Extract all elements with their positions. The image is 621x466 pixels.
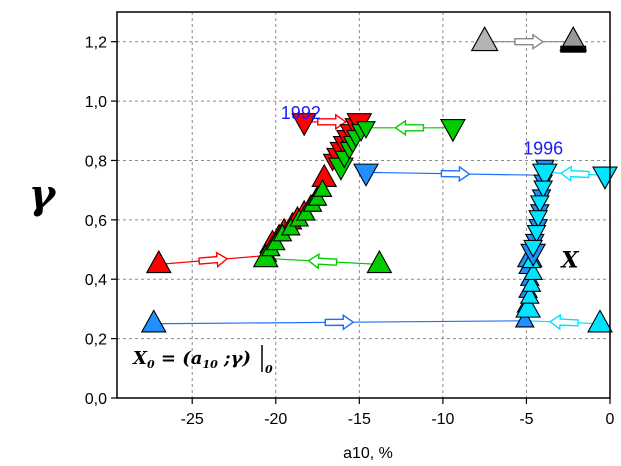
plot-frame: [116, 11, 611, 399]
y-tick-label: 0,0: [85, 391, 107, 408]
data-point: [523, 262, 544, 280]
legend-arrow: [514, 33, 545, 51]
x-axis-ticks: -25 -20 -15 -10 -5 0: [181, 398, 615, 428]
data-point: [366, 249, 393, 274]
trajectory-arrow-head: [307, 252, 338, 270]
trajectory-arrow-head: [394, 119, 425, 137]
data-point: [587, 309, 613, 333]
trajectory-arrow: [559, 165, 590, 182]
trajectory-lines: [153, 113, 606, 331]
annotation-x: X: [559, 247, 579, 273]
trajectory-arrow: [307, 252, 338, 270]
legend-end-base: [560, 45, 587, 53]
y-tick-label: 0,4: [85, 272, 107, 289]
x-tick-label: -10: [431, 411, 454, 428]
formula: X0 = (a10 ;γ) 0: [132, 345, 273, 376]
trajectory-arrow: [324, 313, 355, 331]
x-tick-label: -5: [519, 411, 533, 428]
y-axis-label: γ: [29, 171, 57, 218]
formula-a: a: [191, 348, 203, 369]
trajectory-arrow-head: [559, 165, 590, 182]
y-tick-label: 0,6: [85, 213, 107, 230]
data-point: [291, 113, 318, 137]
legend-start-marker: [470, 26, 499, 52]
formula-sub0: 0: [147, 358, 155, 371]
trajectory-arrow-head: [548, 313, 579, 331]
x-tick-label: 0: [606, 411, 615, 428]
y-tick-label: 0,8: [85, 153, 107, 170]
x-tick-label: -25: [181, 411, 204, 428]
data-point: [515, 294, 542, 318]
data-point: [439, 119, 466, 143]
data-markers: [140, 113, 618, 333]
trajectory-arrow-head: [324, 313, 355, 331]
x-tick-label: -15: [348, 411, 371, 428]
data-point: [526, 225, 547, 243]
trajectory-arrow: [394, 119, 425, 137]
data-point: [533, 180, 554, 199]
x-tick-label: -20: [264, 411, 287, 428]
data-point: [312, 178, 333, 197]
data-point: [523, 239, 544, 258]
y-tick-label: 0,2: [85, 332, 107, 349]
annotation-1992: 1992: [281, 103, 321, 123]
data-point: [356, 121, 376, 139]
trajectory-arrow-head: [198, 251, 229, 268]
data-point: [140, 309, 167, 333]
data-point: [528, 210, 549, 229]
data-point: [519, 285, 540, 304]
trajectory-arrow: [548, 313, 579, 331]
y-axis-ticks: 0,0 0,2 0,4 0,6 0,8 1,0 1,2: [85, 35, 117, 408]
data-point: [521, 273, 542, 292]
formula-eq: = (: [155, 348, 193, 369]
formula-text: X0 = (a10 ;γ): [132, 348, 251, 371]
annotation-1996: 1996: [523, 139, 563, 159]
formula-sub10: 10: [202, 358, 218, 371]
data-point: [592, 166, 618, 190]
data-point: [295, 202, 316, 221]
trajectory-arrow: [198, 251, 229, 268]
formula-x: X: [132, 348, 148, 369]
data-point: [529, 195, 550, 214]
legend-arrow-head: [514, 33, 545, 51]
x-axis-label: a10, %: [343, 445, 393, 462]
y-tick-label: 1,0: [85, 94, 107, 111]
data-point: [353, 163, 379, 187]
formula-bar-sub: 0: [265, 363, 273, 376]
data-point: [531, 163, 558, 187]
legend-glyph: [470, 26, 588, 53]
trajectory-arrow: [440, 165, 471, 183]
data-point: [280, 217, 301, 236]
trajectory-arrow-head: [440, 165, 471, 183]
formula-rest: ;γ): [218, 348, 251, 369]
y-tick-label: 1,2: [85, 35, 107, 52]
data-point: [307, 187, 328, 206]
data-point: [145, 249, 172, 274]
data-point: [514, 309, 535, 328]
data-point: [265, 232, 286, 251]
